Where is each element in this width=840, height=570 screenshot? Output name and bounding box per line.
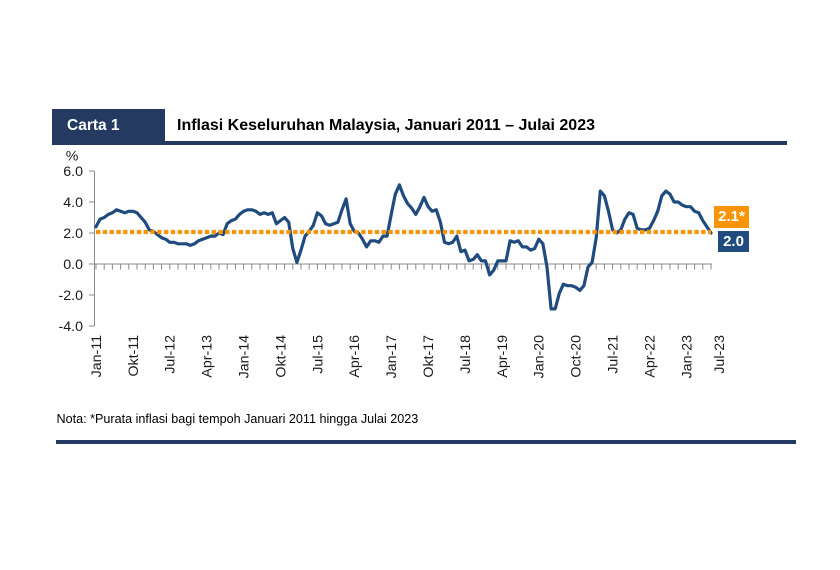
svg-text:0.0: 0.0: [63, 257, 83, 273]
svg-text:Oct-20: Oct-20: [569, 335, 585, 378]
svg-text:Apr-16: Apr-16: [347, 335, 363, 378]
svg-text:%: %: [66, 149, 79, 165]
svg-text:Jan-17: Jan-17: [384, 335, 400, 378]
svg-text:-4.0: -4.0: [59, 319, 84, 335]
svg-text:Jul-15: Jul-15: [310, 335, 326, 374]
svg-text:Jul-18: Jul-18: [458, 335, 474, 374]
svg-text:Jan-20: Jan-20: [532, 335, 548, 378]
svg-text:4.0: 4.0: [63, 195, 83, 211]
svg-text:Okt-17: Okt-17: [421, 335, 437, 378]
svg-text:Jan-14: Jan-14: [237, 335, 253, 378]
svg-text:Okt-11: Okt-11: [126, 335, 142, 377]
svg-text:Jul-23: Jul-23: [712, 335, 728, 374]
svg-text:Apr-22: Apr-22: [642, 335, 658, 378]
svg-text:Apr-19: Apr-19: [495, 335, 511, 378]
svg-text:Jan-23: Jan-23: [679, 335, 695, 378]
svg-text:Jul-12: Jul-12: [163, 335, 179, 374]
svg-text:Jan-11: Jan-11: [89, 335, 105, 377]
svg-text:-2.0: -2.0: [59, 288, 84, 304]
svg-text:Okt-14: Okt-14: [273, 335, 289, 378]
svg-text:Jul-21: Jul-21: [606, 335, 622, 374]
svg-text:6.0: 6.0: [63, 164, 83, 180]
svg-text:2.0: 2.0: [63, 226, 83, 242]
svg-text:Apr-13: Apr-13: [200, 335, 216, 378]
